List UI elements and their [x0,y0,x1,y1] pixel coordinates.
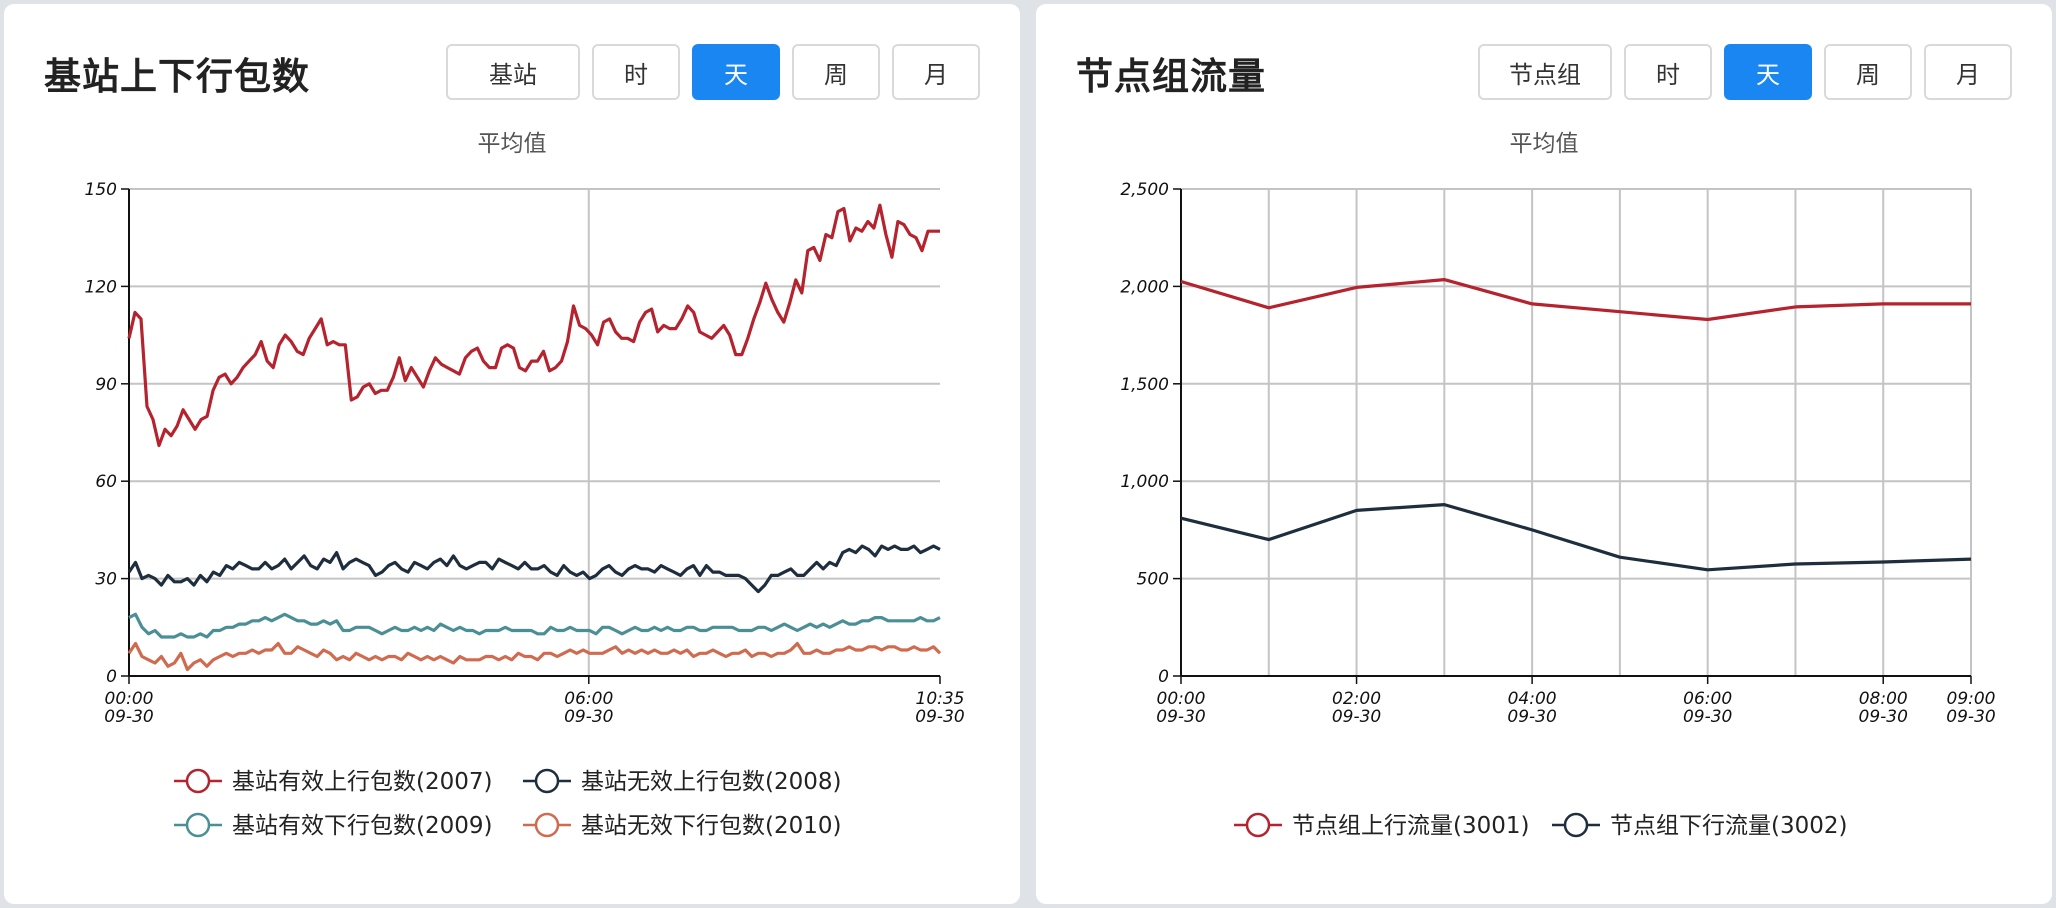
x-tick-label: 00:00 [1157,689,1206,709]
legend-item: 基站有效下行包数(2009) [174,812,492,839]
legend-item: 节点组下行流量(3002) [1552,812,1847,839]
legend-label: 基站无效上行包数(2008) [581,769,841,795]
node-group-traffic-panel: 节点组流量 节点组 时 天 周 月 平均值 0 500 1,000 1,500 2,00… [1036,4,2052,904]
x-tick-label: 06:00 [564,689,613,709]
y-tick-label: 1,500 [1120,375,1169,395]
legend-item: 基站无效上行包数(2008) [523,768,841,795]
day-button[interactable]: 天 [692,44,780,100]
x-tick-label: 09-30 [915,707,964,727]
x-tick-label: 09-30 [1859,707,1908,727]
legend-item: 基站无效下行包数(2010) [523,812,841,839]
y-tick-label: 60 [95,472,117,492]
series-line-4 [127,641,942,672]
legend-marker-icon [185,812,211,838]
y-tick-label: 30 [95,570,117,590]
node-group-button[interactable]: 节点组 [1478,44,1612,100]
range-button-group: 节点组 时 天 周 月 [1478,44,2012,100]
x-tick-label: 09-30 [104,707,153,727]
series-line-1 [127,203,940,448]
series-line-1 [1180,278,1971,322]
x-tick-label: 09-30 [1946,707,1995,727]
legend-item: 节点组上行流量(3001) [1234,812,1529,839]
x-tick-label: 09:00 [1947,689,1996,709]
y-tick-label: 1,000 [1120,472,1169,492]
legend-label: 基站无效下行包数(2010) [581,813,841,839]
legend-label: 基站有效下行包数(2009) [232,813,492,839]
y-tick-label: 150 [85,180,117,200]
x-tick-label: 04:00 [1508,689,1557,709]
x-tick-label: 09-30 [1507,707,1556,727]
legend-label: 节点组下行流量(3002) [1610,813,1847,839]
legend-marker-icon [534,768,560,794]
chart-subtitle: 平均值 [477,131,547,157]
x-tick-label: 09-30 [1156,707,1205,727]
x-tick-label: 08:00 [1859,689,1908,709]
base-station-button[interactable]: 基站 [446,44,580,100]
y-tick-label: 0 [106,667,117,687]
y-tick-label: 120 [85,277,117,297]
legend-marker-icon [1245,812,1271,838]
day-button[interactable]: 天 [1724,44,1812,100]
hour-button[interactable]: 时 [592,44,680,100]
range-button-group: 基站 时 天 周 月 [446,44,980,100]
y-tick-label: 0 [1158,667,1169,687]
y-tick-label: 500 [1137,570,1169,590]
series-line-3 [128,612,941,639]
x-tick-label: 09-30 [1332,707,1381,727]
panel-title: 节点组流量 [1076,55,1266,98]
legend-marker-icon [534,812,560,838]
panel-title: 基站上下行包数 [44,55,310,98]
y-tick-label: 90 [95,375,117,395]
legend-item: 基站有效上行包数(2007) [174,768,492,795]
packets-panel: 基站上下行包数 基站 时 天 周 月 平均值 0 30 60 90 120 150 00:0… [4,4,1020,904]
legend-marker-icon [185,768,211,794]
x-tick-label: 10:35 [916,689,965,709]
legend-marker-icon [1563,812,1589,838]
legend-label: 节点组上行流量(3001) [1292,813,1529,839]
month-button[interactable]: 月 [1924,44,2012,100]
x-tick-label: 09-30 [1683,707,1732,727]
series-line-2 [1180,503,1972,572]
week-button[interactable]: 周 [1824,44,1912,100]
hour-button[interactable]: 时 [1624,44,1712,100]
packets-line-chart: 030609012015000:0009-3006:0009-3010:3509… [85,180,965,839]
y-tick-label: 2,000 [1120,277,1169,297]
x-tick-label: 09-30 [564,707,613,727]
x-tick-label: 00:00 [105,689,154,709]
y-tick-label: 2,500 [1120,180,1169,200]
week-button[interactable]: 周 [792,44,880,100]
traffic-line-chart: 05001,0001,5002,0002,50000:0009-3002:000… [1120,180,1996,839]
legend-label: 基站有效上行包数(2007) [232,769,492,795]
chart-subtitle: 平均值 [1509,131,1579,157]
x-tick-label: 02:00 [1332,689,1381,709]
x-tick-label: 06:00 [1683,689,1732,709]
month-button[interactable]: 月 [892,44,980,100]
series-line-2 [127,544,941,594]
